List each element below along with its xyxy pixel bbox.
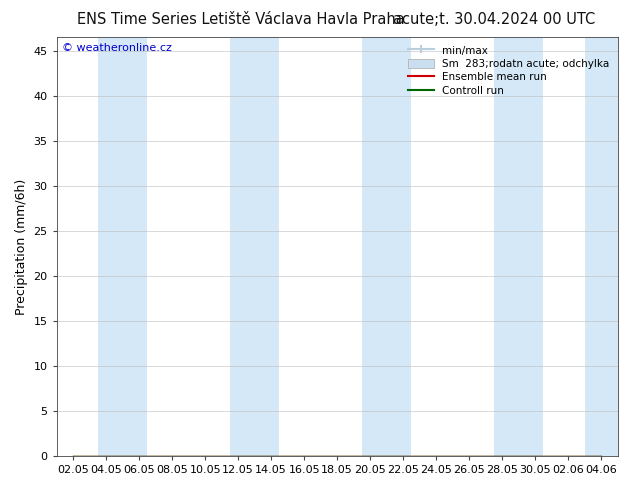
Bar (230, 37, 280, 456)
Text: acute;t. 30.04.2024 00 UTC: acute;t. 30.04.2024 00 UTC (393, 12, 596, 27)
Legend: min/max, Sm  283;rodatn acute; odchylka, Ensemble mean run, Controll run: min/max, Sm 283;rodatn acute; odchylka, … (404, 42, 612, 99)
Y-axis label: Precipitation (mm/6h): Precipitation (mm/6h) (15, 178, 28, 315)
Bar (98, 37, 148, 456)
Text: ENS Time Series Letiště Václava Havla Praha: ENS Time Series Letiště Václava Havla Pr… (77, 12, 404, 27)
Bar (362, 37, 411, 456)
Bar (494, 37, 543, 456)
Bar (585, 37, 621, 456)
Text: © weatheronline.cz: © weatheronline.cz (62, 43, 172, 53)
